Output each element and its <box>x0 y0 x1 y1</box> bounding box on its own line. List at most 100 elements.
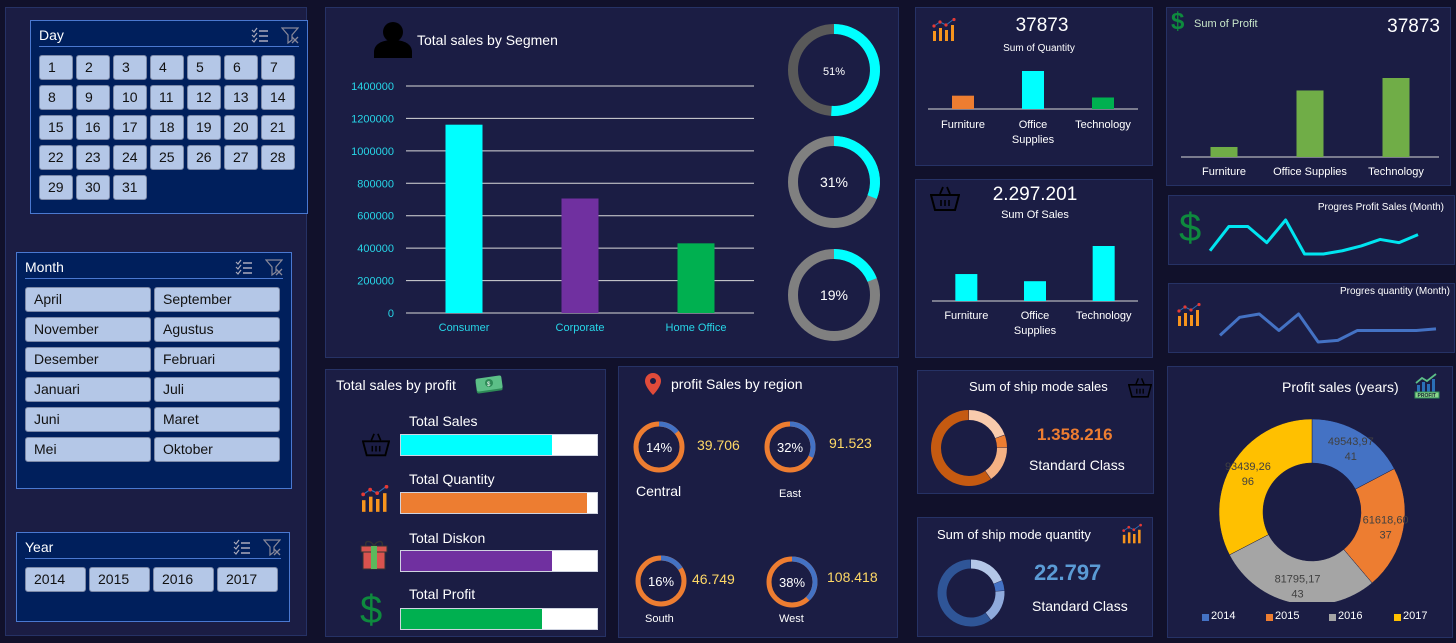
multi-select-icon[interactable] <box>233 538 251 556</box>
slicer-item[interactable]: April <box>25 287 151 312</box>
slicer-item[interactable]: 19 <box>187 115 221 140</box>
ship-mode-segment <box>931 410 991 486</box>
region-percent: 32% <box>777 440 803 455</box>
region-value: 91.523 <box>829 435 872 451</box>
profit-growth-icon: PROFIT <box>1414 373 1440 404</box>
x-tick-label: Corporate <box>556 322 605 334</box>
slicer-item[interactable]: 26 <box>187 145 221 170</box>
slicer-item[interactable]: 15 <box>39 115 73 140</box>
slicer-item[interactable]: Oktober <box>154 437 280 462</box>
segment-share-label: 31% <box>820 174 848 190</box>
trend-line <box>1208 218 1419 256</box>
ship-mode-sales-panel: Sum of ship mode sales 1.358.216 Standar… <box>917 370 1154 494</box>
slicer-item[interactable]: 2017 <box>217 567 278 592</box>
slicer-item[interactable]: Februari <box>154 347 280 372</box>
region-name: Central <box>636 483 682 499</box>
bar-chart-icon <box>360 484 392 518</box>
ship-quantity-donut <box>937 559 1005 627</box>
slicer-item[interactable]: 8 <box>39 85 73 110</box>
slicer-item[interactable]: Mei <box>25 437 151 462</box>
slicer-item[interactable]: 16 <box>76 115 110 140</box>
slicer-item[interactable]: 31 <box>113 175 147 200</box>
slicer-item[interactable]: 6 <box>224 55 258 80</box>
category-label: Office Supplies <box>1014 310 1057 337</box>
pie-slice <box>1218 418 1313 556</box>
ship-mode-segment <box>968 410 1005 439</box>
total-bar-label: Total Profit <box>409 586 476 602</box>
region-percent: 14% <box>646 440 672 455</box>
clear-filter-icon[interactable] <box>265 258 283 276</box>
slicer-item[interactable]: 9 <box>76 85 110 110</box>
category-label: Office Supplies <box>1273 166 1347 178</box>
slicer-item[interactable]: 28 <box>261 145 295 170</box>
slicer-item[interactable]: 3 <box>113 55 147 80</box>
slicer-item[interactable]: 5 <box>187 55 221 80</box>
slicer-item[interactable]: 27 <box>224 145 258 170</box>
slicer-item[interactable]: Januari <box>25 377 151 402</box>
region-percent: 16% <box>648 574 674 589</box>
segment-bar-chart: 0 200000 400000 600000 800000 1000000 1200000 1… <box>351 81 754 334</box>
slicer-item[interactable]: 29 <box>39 175 73 200</box>
slicer-item[interactable]: 14 <box>261 85 295 110</box>
basket-icon <box>361 432 391 463</box>
slicer-item[interactable]: Agustus <box>154 317 280 342</box>
y-tick-label: 0 <box>388 308 394 320</box>
trend-line <box>1218 312 1437 344</box>
multi-select-icon[interactable] <box>251 26 269 44</box>
profit-total: 37873 <box>1387 16 1440 37</box>
slicer-item[interactable]: November <box>25 317 151 342</box>
slicer-item[interactable]: 25 <box>150 145 184 170</box>
slicer-item[interactable]: 17 <box>113 115 147 140</box>
total-bar-label: Total Sales <box>409 413 478 429</box>
slicer-item[interactable]: 2016 <box>153 567 214 592</box>
bar <box>1092 246 1115 301</box>
slicer-item[interactable]: 11 <box>150 85 184 110</box>
slicer-item[interactable]: Juli <box>154 377 280 402</box>
ship-quantity-title: Sum of ship mode quantity <box>937 527 1091 542</box>
month-slicer: Month April September November Agustus Desem… <box>16 252 292 489</box>
slicer-item[interactable]: 21 <box>261 115 295 140</box>
svg-text:$: $ <box>487 382 491 388</box>
quantity-trend-title: Progres quantity (Month) <box>1339 286 1450 297</box>
region-share-fill <box>791 556 818 601</box>
slicer-item[interactable]: 7 <box>261 55 295 80</box>
clear-filter-icon[interactable] <box>281 26 299 44</box>
y-tick-label: 400000 <box>357 243 394 255</box>
slicer-item[interactable]: 2 <box>76 55 110 80</box>
y-tick-label: 1000000 <box>351 146 394 158</box>
slicer-item[interactable]: 23 <box>76 145 110 170</box>
profit-years-title: Profit sales (years) <box>1282 379 1399 395</box>
slicer-item[interactable]: 13 <box>224 85 258 110</box>
slicer-item[interactable]: Maret <box>154 407 280 432</box>
ship-quantity-value: 22.797 <box>1034 560 1102 585</box>
total-bar-fill <box>401 609 543 629</box>
slicer-item[interactable]: Juni <box>25 407 151 432</box>
slicer-item[interactable]: Desember <box>25 347 151 372</box>
slicer-item[interactable]: 12 <box>187 85 221 110</box>
multi-select-icon[interactable] <box>235 258 253 276</box>
segment-share-donut: 51% <box>788 24 880 116</box>
slicer-item[interactable]: 2014 <box>25 567 86 592</box>
slicer-item[interactable]: 4 <box>150 55 184 80</box>
quantity-caption: Sum of Quantity <box>1003 43 1075 54</box>
clear-filter-icon[interactable] <box>263 538 281 556</box>
y-tick-label: 800000 <box>357 178 394 190</box>
slicer-item[interactable]: 2015 <box>89 567 150 592</box>
slicer-item[interactable]: 24 <box>113 145 147 170</box>
slicer-item[interactable]: 22 <box>39 145 73 170</box>
total-bar-fill <box>401 435 552 455</box>
slicer-item[interactable]: 30 <box>76 175 110 200</box>
ship-sales-value: 1.358.216 <box>1037 425 1113 444</box>
region-percent: 38% <box>779 575 805 590</box>
slicer-item[interactable]: 10 <box>113 85 147 110</box>
slicer-item[interactable]: 1 <box>39 55 73 80</box>
slicer-item[interactable]: 20 <box>224 115 258 140</box>
legend-label: 2014 <box>1211 610 1236 622</box>
y-tick-label: 600000 <box>357 211 394 223</box>
totals-panel: Total sales by profit $ Total Sales Total… <box>325 369 606 637</box>
slicer-item[interactable]: 18 <box>150 115 184 140</box>
slicer-item[interactable]: September <box>154 287 280 312</box>
region-donut: 32% <box>764 421 816 473</box>
slice-label: 61618,60 37 <box>1363 514 1409 541</box>
sales-category-chart: Furniture Office Supplies Technology <box>932 246 1138 337</box>
